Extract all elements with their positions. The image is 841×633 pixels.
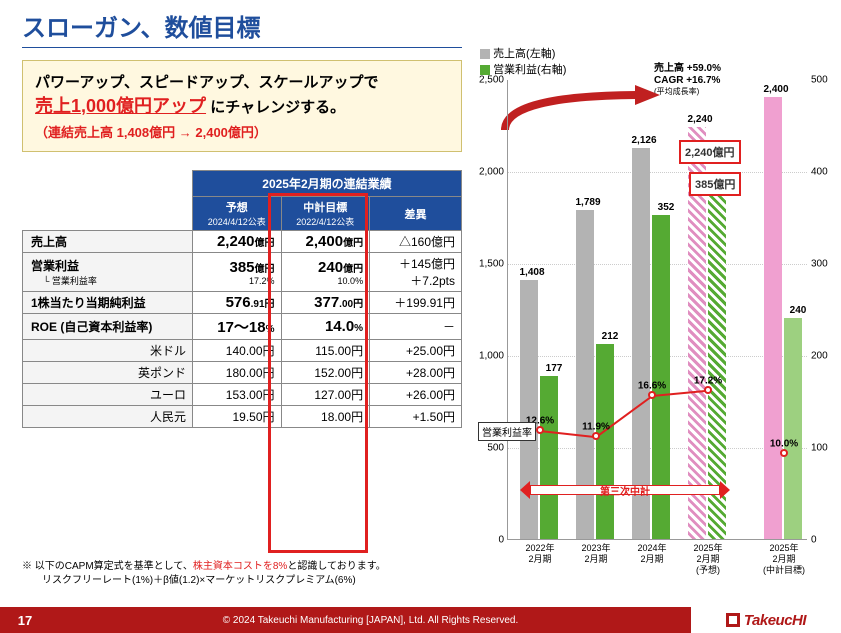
bar-label-op: 240 (778, 305, 818, 316)
legend-sales: 売上高(左軸) (493, 48, 555, 60)
footnote: ※ 以下のCAPM算定式を基準として、株主資本コストを8%と認識しております。 … (22, 560, 386, 588)
bar-label-op: 212 (590, 331, 630, 342)
table-row: ユーロ153.00円127.00円+26.00円 (23, 384, 462, 406)
copyright: © 2024 Takeuchi Manufacturing [JAPAN], L… (50, 615, 691, 626)
x-label: 2023年2月期 (570, 543, 622, 565)
table-row: 1株当たり当期純利益576.91円377.00円＋199.91円 (23, 292, 462, 314)
ytick-left: 2,000 (476, 167, 504, 178)
plot-area: 05001,0001,5002,0002,5000100200300400500… (507, 80, 807, 540)
slogan-box: パワーアップ、スピードアップ、スケールアップで 売上1,000億円アップ にチャ… (22, 60, 462, 152)
bar-label-sales: 2,126 (624, 135, 664, 146)
legend-sales-swatch (480, 49, 490, 59)
ytick-left: 1,000 (476, 351, 504, 362)
pct-point (648, 391, 656, 399)
chart-legend: 売上高(左軸) 営業利益(右軸) (480, 45, 566, 77)
table-row: 人民元19.50円18.00円+1.50円 (23, 406, 462, 428)
bar-sales (520, 280, 538, 539)
logo-text: TakeucHI (744, 612, 806, 629)
bar-label-sales: 1,408 (512, 267, 552, 278)
bar-op (540, 376, 558, 539)
pct-point (780, 449, 788, 457)
bar-label-op: 177 (534, 363, 574, 374)
footnote-1c: と認識しております。 (287, 561, 385, 572)
pct-label: 17.2% (694, 375, 722, 386)
pct-label: 11.9% (582, 422, 610, 433)
page-number: 17 (0, 613, 50, 628)
pct-label: 16.6% (638, 381, 666, 392)
ann-op-pred: 385億円 (689, 172, 741, 196)
table-row: ROE (自己資本利益率)17～18%14.0%－ (23, 314, 462, 340)
footer: 17 © 2024 Takeuchi Manufacturing [JAPAN]… (0, 607, 841, 633)
footnote-1b: 株主資本コストを8% (193, 561, 287, 572)
pct-point (592, 432, 600, 440)
page-title: スローガン、数値目標 (22, 8, 462, 48)
chart-area: 売上高(左軸) 営業利益(右軸) 売上高 +59.0% CAGR +16.7% … (475, 45, 835, 585)
ytick-right: 200 (811, 351, 837, 362)
logo-icon (726, 613, 740, 627)
cagr-l1: 売上高 +59.0% (654, 63, 721, 74)
bar-op (596, 344, 614, 539)
ytick-left: 500 (476, 443, 504, 454)
ann-sales-pred: 2,240億円 (679, 140, 741, 164)
table-row: 米ドル140.00円115.00円+25.00円 (23, 340, 462, 362)
ytick-left: 0 (476, 535, 504, 546)
slogan-line2: 売上1,000億円アップ にチャレンジする。 (35, 92, 449, 118)
period-arrow: 第三次中計 (520, 481, 730, 499)
pct-point (536, 426, 544, 434)
bar-label-op: 352 (646, 202, 686, 213)
bar-label-sales: 2,240 (680, 114, 720, 125)
col-header: 中計目標2022/4/12公表 (281, 197, 370, 231)
x-label: 2024年2月期 (626, 543, 678, 565)
results-table: 2025年2月期の連結業績 予想2024/4/12公表中計目標2022/4/12… (22, 170, 462, 428)
ytick-right: 300 (811, 259, 837, 270)
bar-sales (764, 97, 782, 539)
footnote-2: リスクフリーレート(1%)＋β値(1.2)×マーケットリスクプレミアム(6%) (22, 575, 356, 586)
ytick-left: 1,500 (476, 259, 504, 270)
slogan-red: 売上1,000億円アップ (35, 96, 206, 116)
ytick-right: 500 (811, 75, 837, 86)
slogan-line1: パワーアップ、スピードアップ、スケールアップで (35, 71, 449, 92)
pct-point (704, 386, 712, 394)
ytick-right: 400 (811, 167, 837, 178)
op-rate-label: 営業利益率 (478, 422, 536, 441)
table-title: 2025年2月期の連結業績 (192, 171, 461, 197)
logo: TakeucHI (691, 607, 841, 633)
slogan-tail: にチャレンジする。 (206, 99, 345, 116)
pct-label: 10.0% (770, 438, 798, 449)
col-header: 予想2024/4/12公表 (192, 197, 281, 231)
ytick-left: 2,500 (476, 75, 504, 86)
bar-op (784, 318, 802, 539)
table-row: 英ポンド180.00円152.00円+28.00円 (23, 362, 462, 384)
x-label: 2022年2月期 (514, 543, 566, 565)
bar-label-sales: 1,789 (568, 197, 608, 208)
bar-label-sales: 2,400 (756, 84, 796, 95)
table-row: 売上高2,240億円2,400億円△160億円 (23, 231, 462, 253)
slogan-line3: （連結売上高 1,408億円 → 2,400億円） (35, 122, 449, 141)
ytick-right: 0 (811, 535, 837, 546)
footnote-1a: ※ 以下のCAPM算定式を基準として、 (22, 561, 193, 572)
table-row: 営業利益└ 営業利益率385億円17.2%240億円10.0%＋145億円＋7.… (23, 253, 462, 292)
col-header: 差異 (370, 197, 462, 231)
x-label: 2025年2月期(中計目標) (758, 543, 810, 575)
x-label: 2025年2月期(予想) (682, 543, 734, 575)
legend-op: 営業利益(右軸) (493, 64, 566, 76)
ytick-right: 100 (811, 443, 837, 454)
